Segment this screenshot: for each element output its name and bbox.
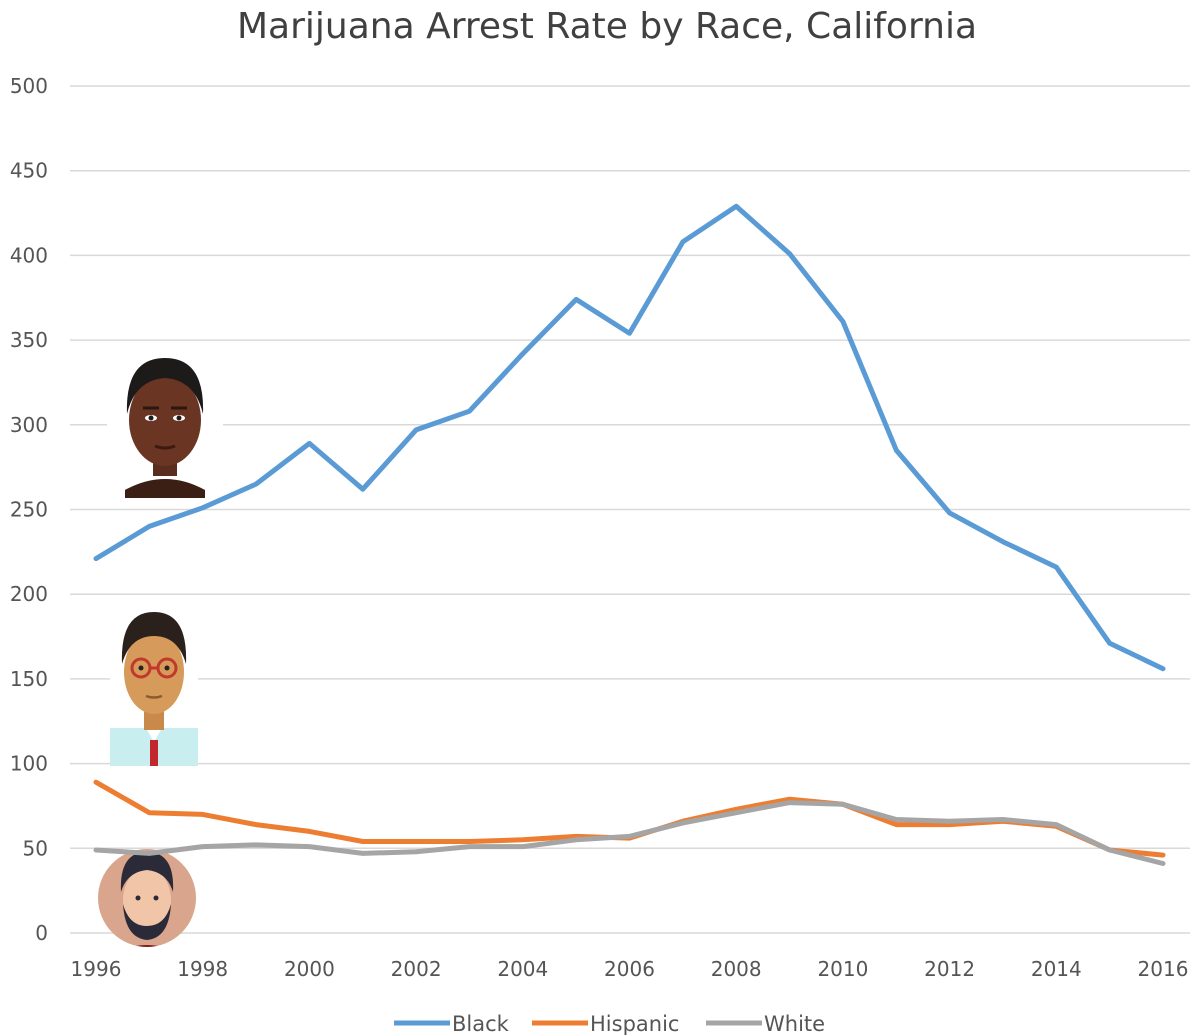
y-tick-label: 250 [10, 498, 48, 522]
y-tick-label: 150 [10, 667, 48, 691]
x-axis-ticks: 1996 1998 2000 2002 2004 2006 2008 2010 2012 2014… [71, 957, 1189, 981]
x-tick-label: 1996 [71, 957, 122, 981]
y-tick-label: 100 [10, 752, 48, 776]
x-tick-label: 2012 [924, 957, 975, 981]
y-tick-label: 200 [10, 582, 48, 606]
legend-label-white: White [764, 1012, 825, 1035]
y-tick-label: 350 [10, 328, 48, 352]
x-tick-label: 2010 [817, 957, 868, 981]
y-tick-label: 50 [23, 836, 48, 860]
x-tick-label: 2006 [604, 957, 655, 981]
series-lines [93, 203, 1166, 866]
chart-title: Marijuana Arrest Rate by Race, Californi… [237, 6, 977, 47]
white-person-avatar-icon [98, 849, 196, 947]
series-line-white [93, 800, 1166, 866]
legend-label-hispanic: Hispanic [590, 1012, 679, 1035]
x-tick-label: 2004 [497, 957, 548, 981]
legend: Black Hispanic White [394, 1012, 825, 1035]
y-tick-label: 300 [10, 413, 48, 437]
gridlines [70, 85, 1190, 934]
y-tick-label: 400 [10, 243, 48, 267]
x-tick-label: 2008 [711, 957, 762, 981]
x-tick-label: 2002 [391, 957, 442, 981]
black-person-avatar-icon [107, 350, 223, 500]
series-line-black [93, 203, 1166, 672]
x-tick-label: 2014 [1031, 957, 1082, 981]
y-tick-label: 450 [10, 159, 48, 183]
x-tick-label: 1998 [177, 957, 228, 981]
y-tick-label: 0 [35, 921, 48, 945]
y-tick-label: 500 [10, 74, 48, 98]
legend-label-black: Black [452, 1012, 510, 1035]
x-tick-label: 2000 [284, 957, 335, 981]
hispanic-person-avatar-icon [110, 612, 198, 766]
x-tick-label: 2016 [1138, 957, 1189, 981]
y-axis-ticks: 0 50 100 150 200 250 300 350 400 450 500 [10, 74, 48, 945]
